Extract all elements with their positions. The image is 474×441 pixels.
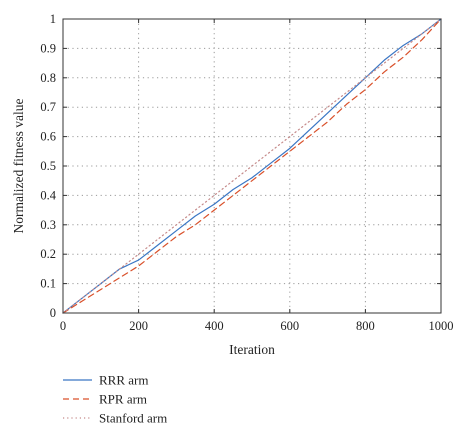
y-tick-label: 0 xyxy=(50,306,56,320)
legend-label-0: RRR arm xyxy=(99,373,148,388)
x-tick-labels: 0 200 400 600 800 1000 xyxy=(60,319,454,333)
y-tick-label: 0.3 xyxy=(40,218,56,232)
series-lines xyxy=(62,18,442,314)
y-tick-label: 0.9 xyxy=(40,41,56,55)
y-tick-label: 0.4 xyxy=(40,188,56,202)
x-tick-label: 1000 xyxy=(429,319,454,333)
y-axis-title: Normalized fitness value xyxy=(11,99,26,234)
x-tick-label: 200 xyxy=(129,319,148,333)
x-tick-label: 0 xyxy=(60,319,66,333)
series-line-1 xyxy=(62,18,442,314)
y-tick-label: 0.5 xyxy=(40,159,56,173)
legend-label-2: Stanford arm xyxy=(99,411,167,426)
y-tick-labels: 0 0.1 0.2 0.3 0.4 0.5 0.6 0.7 0.8 0.9 1 xyxy=(40,12,56,320)
legend: RRR arm RPR arm Stanford arm xyxy=(63,373,167,426)
axis-ticks xyxy=(62,18,442,314)
y-tick-label: 0.2 xyxy=(40,247,56,261)
series-line-0 xyxy=(62,18,442,314)
legend-label-1: RPR arm xyxy=(99,392,147,407)
y-tick-label: 0.1 xyxy=(40,277,56,291)
y-tick-label: 0.8 xyxy=(40,71,56,85)
y-tick-label: 0.6 xyxy=(40,130,56,144)
x-tick-label: 800 xyxy=(356,319,375,333)
x-axis-title: Iteration xyxy=(229,342,275,357)
x-tick-label: 400 xyxy=(205,319,224,333)
y-tick-label: 0.7 xyxy=(40,100,56,114)
series-line-2 xyxy=(62,18,442,314)
y-tick-label: 1 xyxy=(50,12,56,26)
x-tick-label: 600 xyxy=(280,319,299,333)
